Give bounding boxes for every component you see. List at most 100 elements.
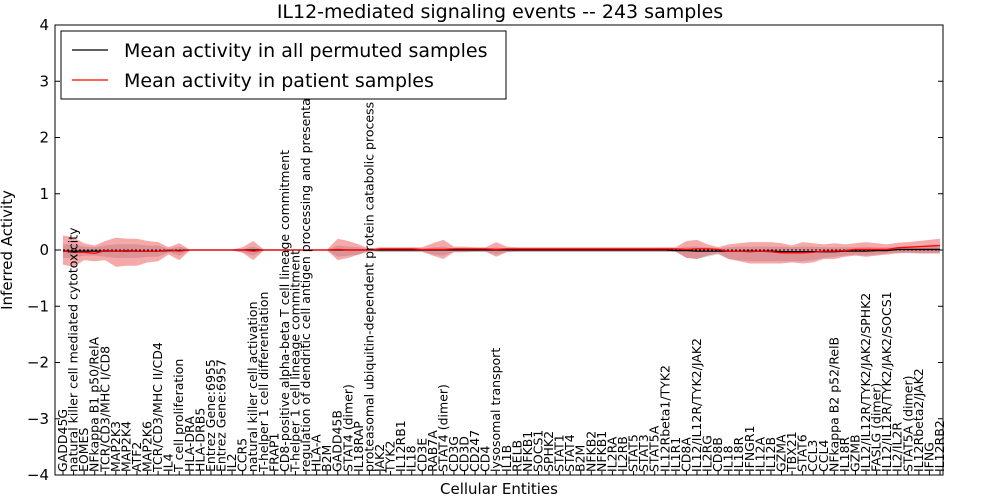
x-tick-label: MAP2K4 (118, 421, 133, 472)
x-tick-label: STAT4 (dimer) (435, 384, 450, 472)
x-tick-label: TCR/CD3/MHC II/CD4 (150, 342, 165, 473)
x-tick-label: SOCS1 (530, 430, 545, 472)
y-tick-label: 4 (39, 16, 49, 34)
x-tick-label: CD8B (710, 437, 725, 472)
x-tick-label: GADD45B (330, 410, 345, 472)
x-tick-label: HLA-A (309, 434, 324, 472)
x-tick-label: STAT4 (dimer) (340, 384, 355, 472)
x-tick-label: IL2RG (700, 435, 715, 472)
x-tick-label: B2M (573, 445, 588, 472)
x-axis-label: Cellular Entities (440, 480, 558, 498)
x-tick-label: Entrez Gene:6957 (213, 359, 228, 472)
x-tick-label: CD4 (478, 446, 493, 472)
x-tick-label: IL12Rbeta1/TYK2 (657, 365, 672, 472)
x-tick-label: JAK2 (372, 444, 387, 473)
y-tick-label: −3 (27, 410, 49, 428)
legend-label-patient: Mean activity in patient samples (124, 70, 434, 92)
x-tick-label: RELB (509, 440, 524, 472)
legend: Mean activity in all permuted samples Me… (60, 30, 507, 100)
x-tick-label: GADD45G (55, 409, 70, 472)
x-tick-label: IL1R1 (668, 437, 683, 472)
y-tick-label: −4 (27, 466, 49, 484)
patient-spread-band (63, 235, 940, 267)
x-tick-label: STAT5A (dimer) (900, 376, 915, 472)
x-tick-label: GZMB (847, 434, 862, 472)
series-line-patient (62, 244, 941, 255)
x-tick-label: MAP2K6 (140, 421, 155, 472)
x-tick-label: STAT1 (552, 434, 567, 472)
x-tick-label: natural killer cell mediated cytotoxicit… (66, 227, 81, 472)
x-tick-label: lysosomal transport (488, 348, 503, 472)
x-tick-label: IL12/IL12R/TYK2/JAK2/SOCS1 (879, 291, 894, 472)
x-tick-label: CD8A (678, 437, 693, 472)
x-tick-label: MAP2K3 (108, 421, 123, 472)
x-tick-label: TCR/CD3/MHC I/CD8 (97, 346, 112, 473)
x-tick-label: CD247 (467, 430, 482, 472)
x-tick-label: HLA-DRB5 (192, 408, 207, 472)
x-tick-label: NFKB1 (594, 431, 609, 472)
x-tick-label: Entrez Gene:6955 (203, 359, 218, 472)
x-tick-label: IFNG (921, 442, 936, 472)
x-tick-label: IL1B (499, 445, 514, 472)
y-tick-label: 3 (39, 72, 49, 90)
x-tick-label: IL12/IL12R/TYK2/JAK2 (689, 338, 704, 472)
bands-layer (63, 235, 940, 267)
x-tick-label: HLA-DRA (182, 416, 197, 472)
legend-label-permuted: Mean activity in all permuted samples (124, 40, 487, 62)
x-tick-label: TYK2 (383, 441, 398, 473)
series-lines-layer (62, 244, 941, 255)
x-tick-label: CCL4 (816, 440, 831, 472)
x-tick-label: IL18 (404, 445, 419, 472)
x-tick-label: proteasomal ubiquitin-dependent protein … (361, 102, 376, 472)
x-tick-label: B2M (319, 445, 334, 472)
x-tick-label: IL18R (837, 436, 852, 472)
y-tick-label: 2 (39, 129, 49, 147)
x-tick-label: RAB7A (425, 430, 440, 472)
x-tick-label: CD3G (446, 436, 461, 472)
y-tick-label: −2 (27, 354, 49, 372)
x-tick-label: IL12/IL12R/TYK2/JAK2/SPHK2 (858, 293, 873, 472)
y-tick-label: 1 (39, 185, 49, 203)
x-tick-label: TBX21 (784, 431, 799, 473)
x-tick-label: IL12Rbeta2/JAK2 (911, 368, 926, 472)
x-tick-label: IL2 (224, 453, 239, 472)
x-tick-label: STAT5 (626, 434, 641, 472)
x-tick-label: SPHK2 (541, 431, 556, 472)
x-tick-label: T-helper 1 cell differentiation (256, 292, 271, 473)
x-tick-label: NFkappa B2 p52/RelB (826, 337, 841, 472)
x-tick-label: IL2RB (615, 436, 630, 472)
x-tick-label: STAT5A (647, 425, 662, 472)
x-tick-label: IL4 (161, 453, 176, 472)
x-tick-label: T cell proliferation (171, 359, 186, 473)
y-tick-label: −1 (27, 297, 49, 315)
x-tick-label: T-helper 1 cell lineage commitment (287, 250, 302, 473)
y-tick-label: 0 (39, 241, 49, 259)
x-tick-label: IL2RA (604, 436, 619, 472)
x-tick-label: ATF2 (129, 442, 144, 472)
x-tick-label: STAT3 (636, 434, 651, 472)
x-tick-label: IL2/IL2R (890, 422, 905, 472)
x-tick-label: IL18RAP (351, 421, 366, 472)
x-tick-label: FRAP1 (266, 433, 281, 472)
x-tick-label: NFkappa B1 p50/RelA (87, 336, 102, 472)
y-axis-ticks: −4 −3 −2 −1 0 1 2 3 4 (27, 16, 943, 484)
x-tick-label: natural killer cell activation (245, 301, 260, 472)
x-tick-label: FASLG (dimer) (869, 383, 884, 472)
legend-box (60, 30, 507, 100)
x-tick-label: CD3E (414, 438, 429, 472)
permuted-spread-band (63, 244, 940, 262)
x-tick-label: IL18 (721, 445, 736, 472)
x-tick-label: IL18R (731, 436, 746, 472)
x-tick-label: IFNGR1 (742, 425, 757, 472)
x-tick-label: IL12RB1 (393, 420, 408, 472)
x-tick-label: EOMES (76, 428, 91, 472)
chart-title: IL12-mediated signaling events -- 243 sa… (277, 1, 723, 23)
x-tick-label: CCL3 (805, 440, 820, 472)
x-tick-label: CD8-positive alpha-beta T cell lineage c… (277, 150, 292, 472)
x-tick-label: CCR5 (235, 438, 250, 472)
y-axis-label: Inferred Activity (0, 190, 16, 310)
x-tick-label: NFKB1 (520, 431, 535, 472)
x-tick-label: IL12B (763, 437, 778, 472)
